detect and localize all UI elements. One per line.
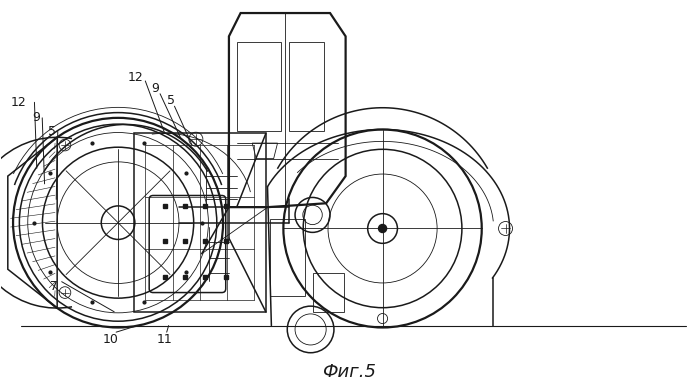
Text: 12: 12 [128,71,143,84]
Text: 12: 12 [11,96,27,109]
Text: 9: 9 [32,111,41,124]
Text: 5: 5 [166,94,175,107]
Text: 5: 5 [48,125,56,138]
Circle shape [379,224,387,233]
Bar [312,273,344,312]
Bar [237,42,282,131]
Text: 11: 11 [157,333,173,346]
Text: 9: 9 [151,82,159,95]
Text: 7: 7 [50,280,58,293]
Text: 10: 10 [102,333,118,346]
Bar [270,219,305,296]
Bar [134,133,266,312]
Bar [289,42,324,131]
Text: Фиг.5: Фиг.5 [322,363,377,381]
